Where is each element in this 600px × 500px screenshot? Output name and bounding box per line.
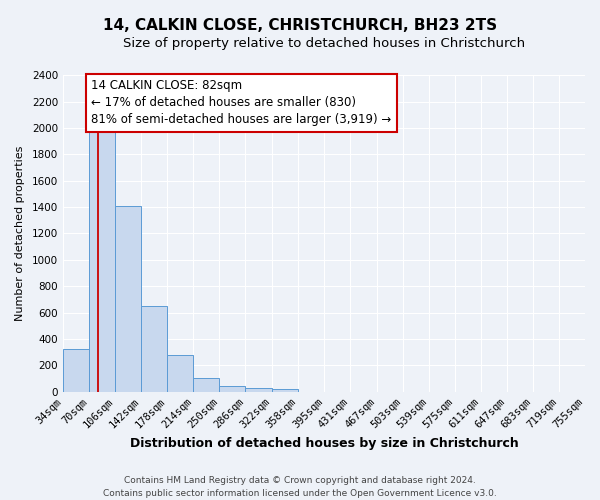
Bar bbox=[272, 389, 298, 392]
Y-axis label: Number of detached properties: Number of detached properties bbox=[15, 146, 25, 321]
Text: 14, CALKIN CLOSE, CHRISTCHURCH, BH23 2TS: 14, CALKIN CLOSE, CHRISTCHURCH, BH23 2TS bbox=[103, 18, 497, 32]
Title: Size of property relative to detached houses in Christchurch: Size of property relative to detached ho… bbox=[123, 38, 525, 51]
Text: 14 CALKIN CLOSE: 82sqm
← 17% of detached houses are smaller (830)
81% of semi-de: 14 CALKIN CLOSE: 82sqm ← 17% of detached… bbox=[91, 79, 392, 126]
Bar bbox=[115, 206, 141, 392]
Bar bbox=[193, 378, 220, 392]
Bar bbox=[141, 306, 167, 392]
X-axis label: Distribution of detached houses by size in Christchurch: Distribution of detached houses by size … bbox=[130, 437, 518, 450]
Bar bbox=[245, 388, 272, 392]
Text: Contains HM Land Registry data © Crown copyright and database right 2024.
Contai: Contains HM Land Registry data © Crown c… bbox=[103, 476, 497, 498]
Bar bbox=[63, 349, 89, 392]
Bar bbox=[89, 132, 115, 392]
Bar bbox=[220, 386, 245, 392]
Bar bbox=[167, 356, 193, 392]
